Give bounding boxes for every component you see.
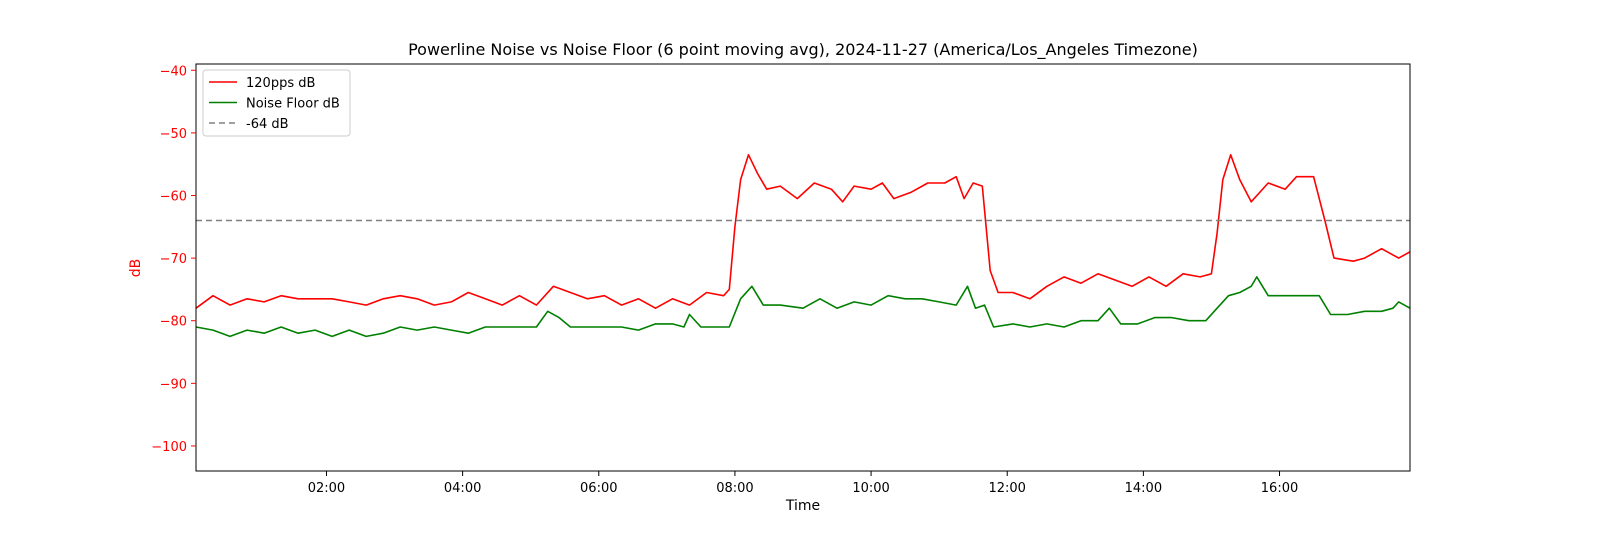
x-tick-label: 10:00 bbox=[852, 481, 889, 496]
x-tick-label: 16:00 bbox=[1261, 481, 1298, 496]
x-axis: 02:00 04:00 06:00 08:00 10:00 12:00 14:00 16:00 bbox=[308, 471, 1298, 496]
y-tick-label: −80 bbox=[160, 315, 187, 330]
y-tick-label: −60 bbox=[160, 189, 187, 204]
series-line-2 bbox=[195, 276, 1411, 338]
legend-box bbox=[202, 69, 351, 137]
plot-frame bbox=[195, 63, 1411, 472]
y-axis-label: dB bbox=[128, 259, 144, 278]
y-tick-label: −100 bbox=[151, 440, 187, 455]
x-tick-label: 02:00 bbox=[308, 481, 345, 496]
y-tick-label: −70 bbox=[160, 252, 187, 267]
y-tick-label: −90 bbox=[160, 377, 187, 392]
series-layer bbox=[195, 154, 1411, 338]
x-tick-label: 14:00 bbox=[1125, 481, 1162, 496]
y-axis: −40 −50 −60 −70 −80 −90 −100 bbox=[151, 64, 196, 455]
y-tick-label: −50 bbox=[160, 127, 187, 142]
y-tick-label: −40 bbox=[160, 64, 187, 79]
series-line-1 bbox=[195, 154, 1411, 309]
x-axis-label: Time bbox=[785, 498, 820, 514]
x-tick-label: 08:00 bbox=[716, 481, 753, 496]
x-tick-label: 12:00 bbox=[988, 481, 1025, 496]
chart-title: Powerline Noise vs Noise Floor (6 point … bbox=[408, 40, 1198, 60]
x-tick-label: 06:00 bbox=[580, 481, 617, 496]
legend-label-2: Noise Floor dB bbox=[246, 97, 340, 112]
x-tick-label: 04:00 bbox=[444, 481, 481, 496]
legend: 120pps dB Noise Floor dB -64 dB bbox=[202, 69, 351, 137]
legend-label-3: -64 dB bbox=[246, 117, 289, 132]
legend-label-1: 120pps dB bbox=[246, 76, 315, 91]
